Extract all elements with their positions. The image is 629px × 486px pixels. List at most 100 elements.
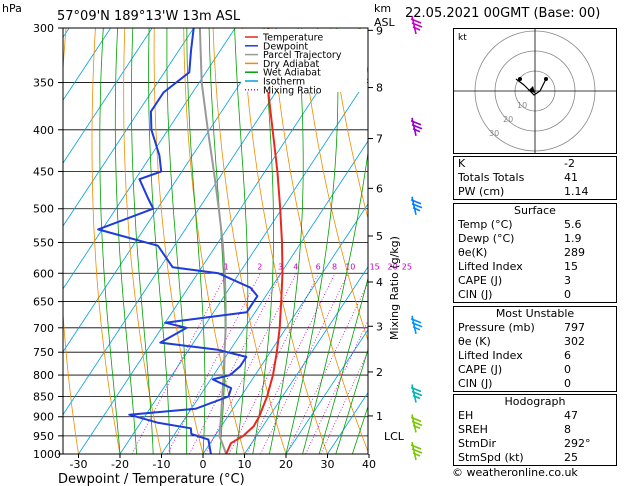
mixing-ratio-line — [320, 350, 368, 454]
dry-adiabat — [153, 28, 204, 454]
index-row-value: -2 — [564, 157, 575, 170]
storm-motion-marker — [528, 86, 535, 93]
legend-label: Mixing Ratio — [263, 85, 322, 96]
wet-adiabat — [148, 28, 171, 454]
index-row: Totals Totals 41 — [454, 171, 616, 185]
hodograph-row-value: 8 — [564, 423, 571, 436]
most-unstable-row-value: 302 — [564, 335, 585, 348]
km-tick-label: 9 — [376, 24, 383, 37]
dry-adiabat — [300, 28, 368, 342]
most-unstable-row: Pressure (mb) 797 — [454, 321, 616, 335]
mixing-ratio-line — [205, 273, 297, 454]
km-tick-label: 1 — [376, 410, 383, 423]
isotherm-line — [78, 28, 360, 454]
most-unstable-row-value: 797 — [564, 321, 585, 334]
km-tick-label: 6 — [376, 182, 383, 195]
pressure-tick-label: 900 — [33, 411, 54, 424]
index-row: K -2 — [454, 157, 616, 171]
isotherm-line — [244, 266, 368, 454]
surface-row-value: 289 — [564, 246, 585, 259]
surface-row-value: 5.6 — [564, 218, 582, 231]
wet-adiabat — [302, 149, 368, 454]
index-row-value: 41 — [564, 171, 578, 184]
x-tick-label: -10 — [153, 458, 171, 471]
wind-barb — [410, 15, 423, 35]
hodograph-row-label: EH — [458, 409, 474, 422]
wind-barb — [410, 441, 423, 461]
dry-adiabat — [271, 28, 368, 453]
hodograph-row: StmDir 292° — [454, 437, 616, 451]
parcel-trajectory-line — [198, 28, 228, 454]
isotherm-line — [63, 28, 111, 101]
date-title: 22.05.2021 00GMT (Base: 00) — [405, 6, 601, 21]
km-tick-label: 3 — [376, 320, 383, 333]
mixing-ratio-label: 10 — [345, 262, 355, 271]
km-tick-label: 5 — [376, 230, 383, 243]
most-unstable-row: CAPE (J) 0 — [454, 363, 616, 377]
hodograph-ring-label: 10 — [517, 101, 527, 110]
hodograph-table: Hodograph EH 47 SREH 8 StmDir 292° StmSpd (kt) 2… — [453, 394, 617, 466]
surface-row: Temp (°C) 5.6 — [454, 218, 616, 232]
legend-label: Temperature — [262, 33, 323, 44]
surface-row-value: 15 — [564, 260, 578, 273]
pressure-tick-label: 550 — [33, 236, 54, 249]
most-unstable-row-value: 6 — [564, 349, 571, 362]
surface-row: θe(K) 289 — [454, 246, 616, 260]
site-footer: © weatheronline.co.uk — [452, 466, 578, 479]
wet-adiabat — [285, 28, 339, 454]
legend-label: Dry Adiabat — [263, 59, 320, 70]
mixing-ratio-label: 8 — [332, 262, 337, 271]
hodograph-row-value: 47 — [564, 409, 578, 422]
x-tick-label: -30 — [70, 458, 88, 471]
index-row: PW (cm) 1.14 — [454, 185, 616, 199]
km-tick-label: 8 — [376, 82, 383, 95]
most-unstable-row-label: θe (K) — [458, 335, 491, 348]
dry-adiabat — [625, 28, 629, 454]
most-unstable-row-value: 0 — [564, 363, 571, 376]
hpa-label: hPa — [2, 2, 22, 15]
wind-barb — [410, 117, 423, 136]
mixing-ratio-line — [228, 273, 319, 454]
x-tick-label: 30 — [321, 458, 335, 471]
legend-label: Parcel Trajectory — [263, 50, 342, 61]
wet-adiabat — [234, 28, 249, 454]
dry-adiabat — [123, 28, 162, 454]
surface-row-label: Temp (°C) — [458, 218, 513, 231]
index-row-label: Totals Totals — [458, 171, 525, 184]
mixing-ratio-label: 20 — [388, 262, 398, 271]
isotherm-line — [285, 329, 368, 454]
lcl-label: LCL — [384, 430, 405, 443]
pressure-tick-label: 600 — [33, 267, 54, 280]
pressure-tick-label: 700 — [33, 322, 54, 335]
wind-barb — [410, 315, 423, 334]
index-row-label: K — [458, 157, 466, 170]
mixing-ratio-label: 15 — [370, 262, 380, 271]
surface-row-label: CIN (J) — [458, 288, 493, 301]
mixing-ratio-line — [167, 273, 261, 454]
mixing-ratio-line — [286, 281, 368, 454]
surface-table: Surface Temp (°C) 5.6 Dewp (°C) 1.9 θe(K) 289 L… — [453, 203, 617, 303]
asl-label: ASL — [374, 16, 396, 29]
hodograph-row: SREH 8 — [454, 423, 616, 437]
hodograph-panel: kt 10 20 30 — [453, 28, 617, 154]
isotherm-line — [161, 140, 368, 454]
dry-adiabat — [242, 28, 328, 454]
pressure-tick-label: 350 — [33, 77, 54, 90]
pressure-tick-label: 400 — [33, 124, 54, 137]
surface-row-label: θe(K) — [458, 246, 488, 259]
most-unstable-row-value: 0 — [564, 377, 571, 390]
wet-adiabat — [335, 348, 368, 454]
most-unstable-row-label: Lifted Index — [458, 349, 523, 362]
legend-box — [241, 29, 367, 92]
km-tick-label: 2 — [376, 366, 383, 379]
mixing-ratio-label: 3 — [278, 262, 283, 271]
pressure-tick-label: 850 — [33, 390, 54, 403]
most-unstable-row: CIN (J) 0 — [454, 377, 616, 391]
mixing-ratio-label: 2 — [257, 262, 262, 271]
wet-adiabat — [114, 28, 137, 454]
wet-adiabat — [186, 28, 206, 454]
hodograph-point — [544, 77, 548, 81]
pressure-tick-label: 300 — [33, 22, 54, 35]
pressure-tick-label: 1000 — [33, 448, 61, 461]
